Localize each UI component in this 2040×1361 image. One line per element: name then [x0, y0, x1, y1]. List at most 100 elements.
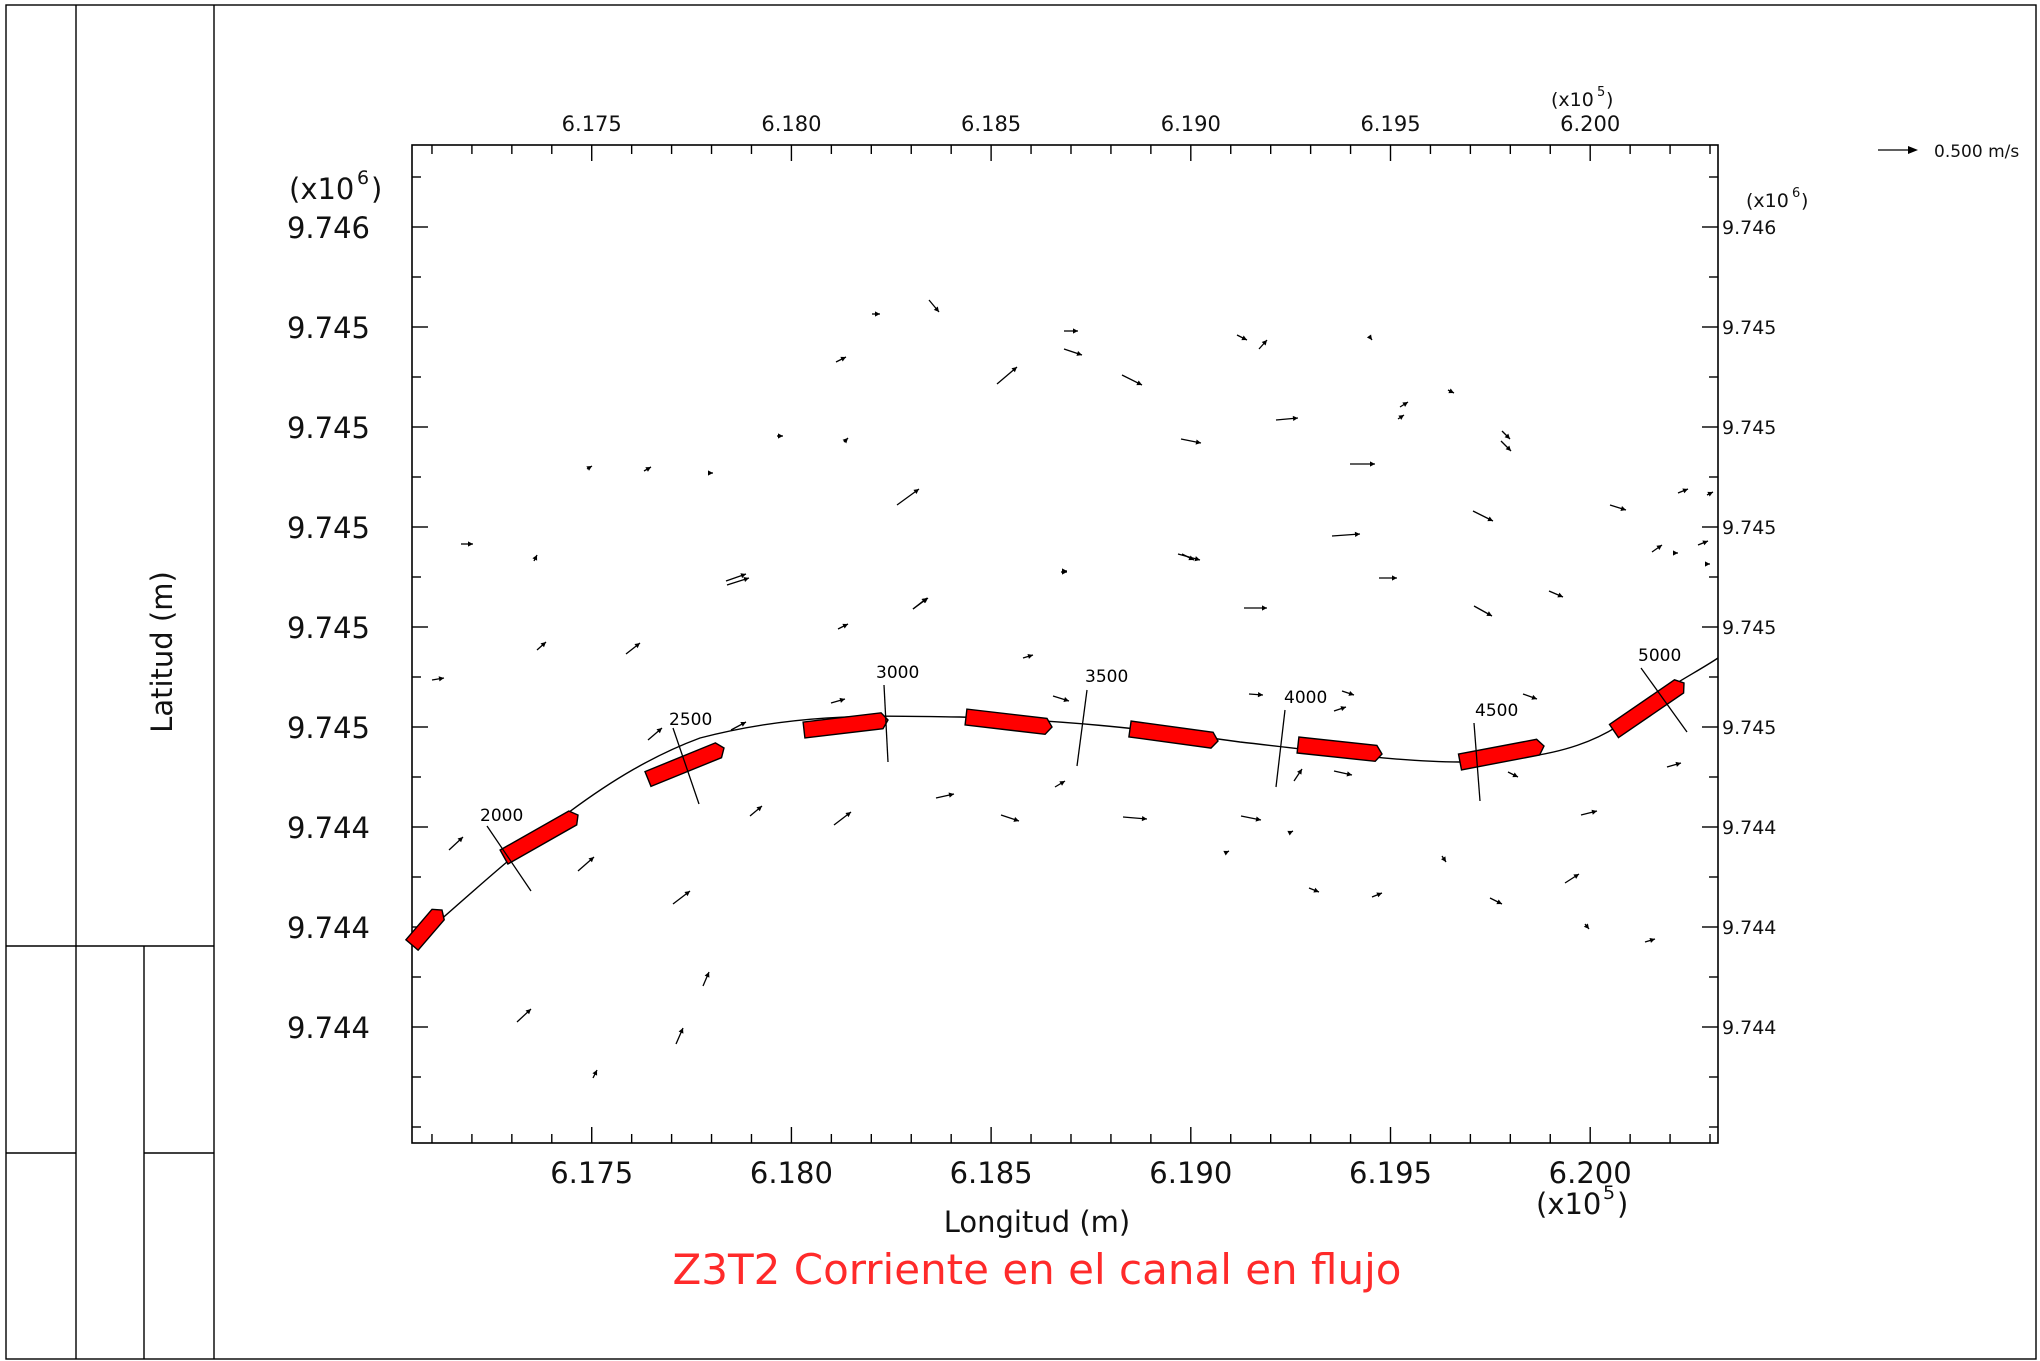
y-tick-label-right: 9.744	[1722, 817, 1776, 839]
velocity-scale: 0.500 m/s	[1878, 142, 2019, 162]
vector-arrowhead	[1013, 816, 1019, 822]
station-line	[1473, 722, 1481, 802]
svg-text:): )	[1801, 190, 1808, 212]
vector-arrowhead	[708, 470, 713, 476]
x-tick-label-top: 6.185	[961, 112, 1021, 136]
current-vectors	[431, 299, 1714, 1079]
ship-polygon	[1128, 720, 1219, 749]
y-tick-label-right: 9.745	[1722, 417, 1776, 439]
scale-label: 0.500 m/s	[1934, 142, 2019, 162]
vector-arrowhead	[778, 433, 783, 439]
vector-arrowhead	[678, 1028, 684, 1034]
vector-arrowhead	[839, 697, 845, 703]
x-tick-label-bottom: 6.175	[550, 1156, 633, 1190]
vector-arrowhead	[1287, 830, 1293, 836]
vector-arrowhead	[1448, 388, 1454, 394]
svg-text:(x10: (x10	[1551, 89, 1594, 111]
ship-polygon	[499, 810, 579, 865]
vector-arrowhead	[1195, 439, 1201, 445]
x-tick-label-top: 6.180	[761, 112, 821, 136]
x-tick-label-bottom: 6.190	[1149, 1156, 1232, 1190]
vector-arrowhead	[1376, 892, 1382, 898]
vector-arrowhead	[1297, 769, 1302, 775]
vector-arrowhead	[1188, 555, 1194, 561]
vector-arrowhead	[1141, 815, 1147, 822]
vector-arrowhead	[1257, 692, 1263, 698]
station-label: 4500	[1475, 701, 1518, 721]
station-label: 2500	[669, 710, 712, 730]
y-tick-label-left: 9.744	[287, 911, 370, 945]
svg-text:5: 5	[1603, 1182, 1615, 1204]
ship-polygon	[1457, 738, 1545, 771]
vector-arrowhead	[1354, 531, 1360, 537]
y-tick-label-right: 9.744	[1722, 1017, 1776, 1039]
vector-arrowhead	[840, 356, 846, 362]
y-tick-label-right: 9.745	[1722, 717, 1776, 739]
station-line	[1640, 667, 1688, 733]
vector-arrowhead	[1682, 488, 1688, 494]
x-axis-label: Longitud (m)	[944, 1205, 1131, 1239]
vector-arrowhead	[1486, 611, 1492, 616]
vector-arrowhead	[525, 1009, 531, 1015]
vector-arrowhead	[468, 541, 473, 547]
ship-tracks	[404, 679, 1685, 952]
vector-arrowhead	[1059, 781, 1065, 786]
vector-arrowhead	[1398, 415, 1404, 420]
vector-arrowhead	[913, 489, 919, 495]
vector-arrowhead	[1504, 433, 1510, 439]
vector-arrowhead	[1062, 568, 1067, 574]
vector-arrowhead	[1366, 334, 1372, 340]
vector-arrowhead	[457, 837, 463, 843]
vector-arrowhead	[875, 311, 880, 317]
vector-arrowhead	[1313, 887, 1319, 893]
y-multiplier-right: (x10 6 )	[1746, 186, 1808, 212]
vector-arrowhead	[656, 728, 662, 734]
svg-text:5: 5	[1597, 85, 1605, 100]
y-tick-label-left: 9.744	[287, 811, 370, 845]
vector-arrowhead	[1136, 380, 1142, 386]
vector-arrowhead	[704, 972, 710, 978]
y-tick-label-right: 9.746	[1722, 217, 1776, 239]
vector-arrowhead	[1346, 771, 1352, 777]
x-multiplier-top: (x10 5 )	[1551, 85, 1613, 111]
svg-text:6: 6	[1792, 186, 1800, 201]
station-line	[1076, 689, 1088, 767]
ship-polygon	[644, 742, 725, 788]
vector-arrowhead	[1292, 415, 1298, 422]
vector-arrowhead	[1340, 706, 1346, 712]
ship-polygon	[802, 712, 889, 739]
vector-arrowhead	[1707, 491, 1713, 497]
station-label: 5000	[1638, 646, 1681, 666]
vector-arrowhead	[1673, 550, 1678, 556]
vector-arrowhead	[1073, 328, 1078, 334]
station-line	[672, 727, 700, 805]
vector-arrowhead	[740, 722, 746, 727]
vector-arrowhead	[532, 555, 538, 561]
y-tick-label-right: 9.745	[1722, 517, 1776, 539]
vector-arrowhead	[1370, 461, 1375, 467]
vector-arrowhead	[1496, 899, 1502, 905]
vector-arrowhead	[921, 598, 927, 604]
vector-arrowhead	[1262, 605, 1267, 611]
svg-text:6: 6	[357, 167, 369, 189]
x-tick-label-bottom: 6.200	[1549, 1156, 1632, 1190]
x-tick-label-top: 6.190	[1161, 112, 1221, 136]
x-tick-label-bottom: 6.180	[750, 1156, 833, 1190]
y-tick-label-left: 9.746	[287, 211, 370, 245]
vector-arrowhead	[634, 643, 640, 649]
vector-arrowhead	[1255, 816, 1261, 822]
y-tick-label-left: 9.745	[287, 611, 370, 645]
y-tick-label-left: 9.745	[287, 411, 370, 445]
vector-arrowhead	[592, 1070, 598, 1076]
vector-arrowhead	[1512, 772, 1518, 778]
vector-arrowhead	[1487, 516, 1493, 522]
vector-arrowhead	[756, 806, 762, 812]
y-tick-label-right: 9.744	[1722, 917, 1776, 939]
vector-arrowhead	[842, 438, 848, 444]
ship-polygon	[964, 708, 1053, 736]
svg-text:(x10: (x10	[1536, 1187, 1601, 1221]
vector-arrowhead	[1027, 653, 1033, 659]
ship-polygon	[404, 908, 445, 952]
station-label: 3500	[1085, 667, 1128, 687]
vector-arrowhead	[948, 792, 954, 798]
